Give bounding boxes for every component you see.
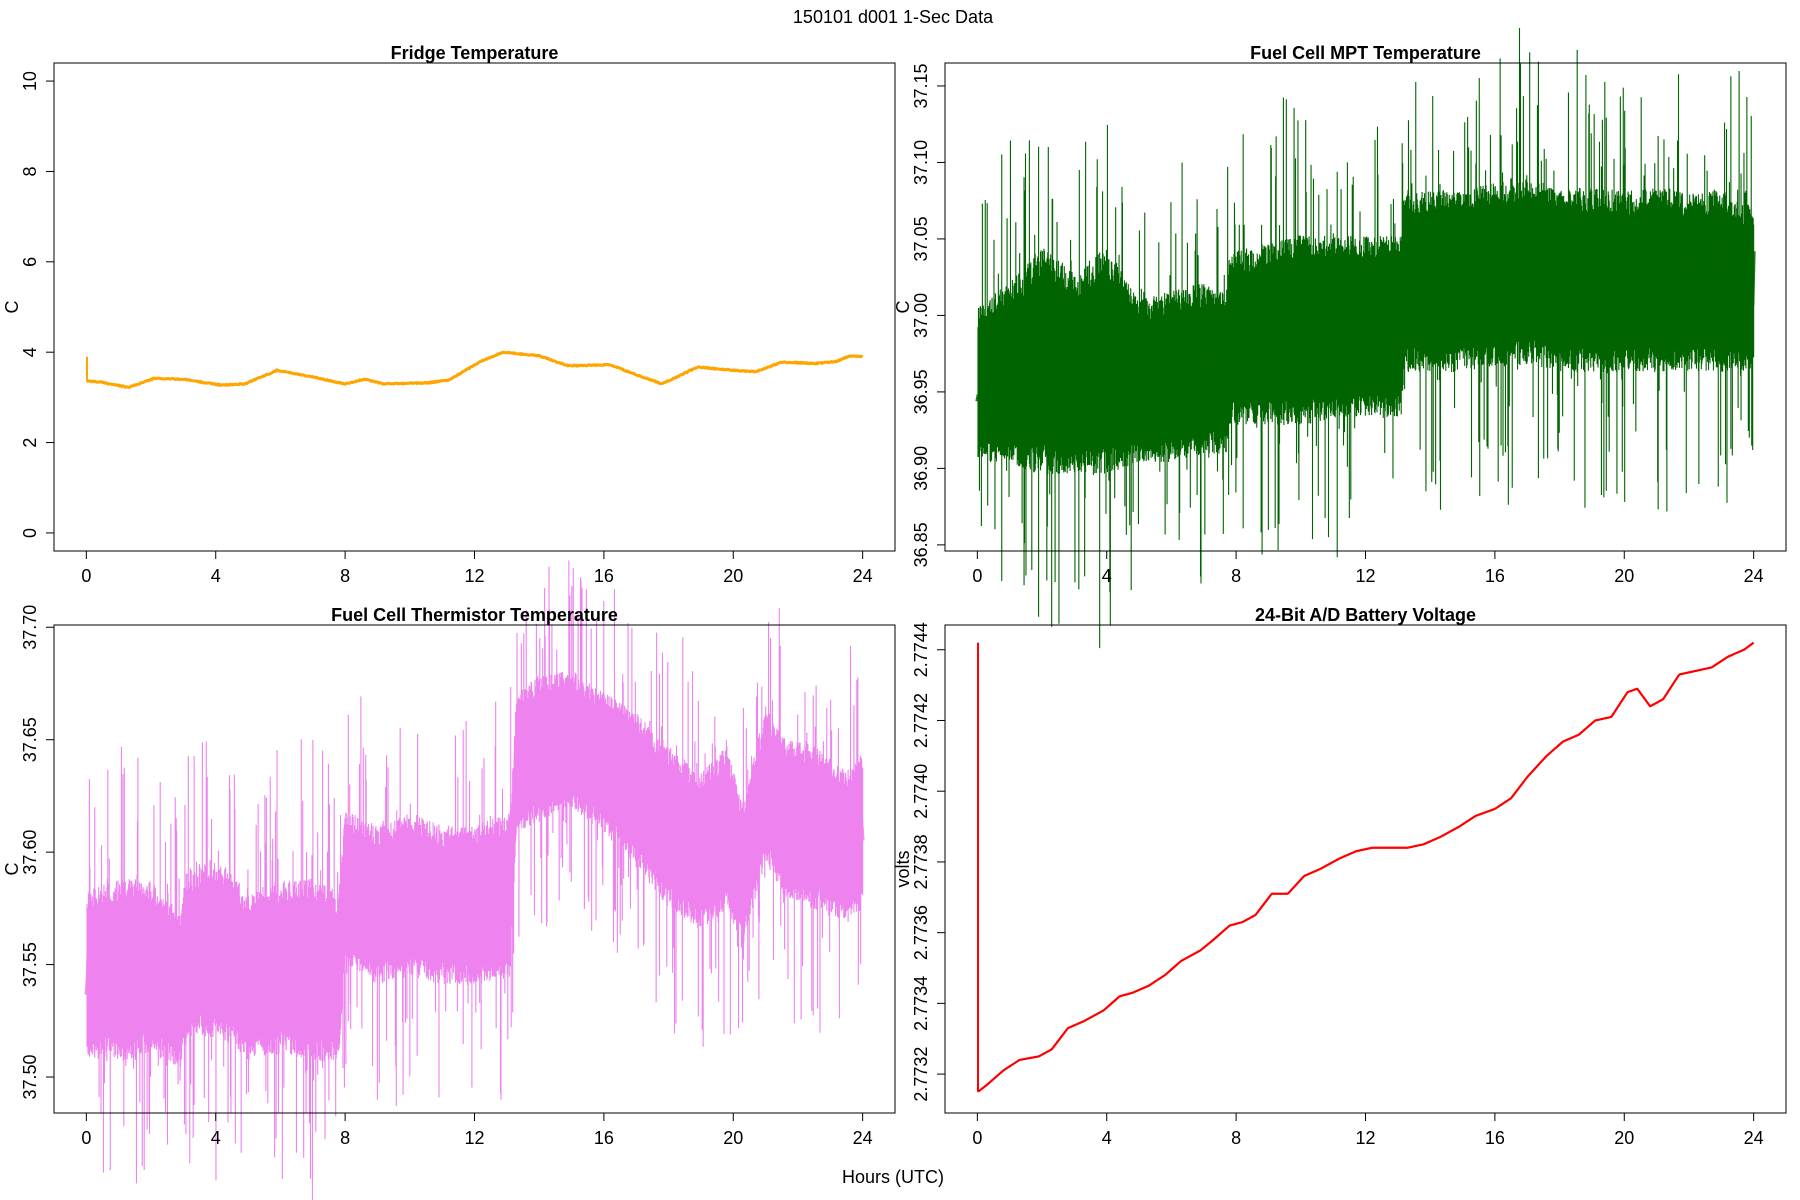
- y-axis-label: C: [893, 301, 913, 314]
- x-tick-label: 24: [1744, 566, 1764, 586]
- x-tick-label: 8: [340, 566, 350, 586]
- x-tick-label: 4: [1102, 1128, 1112, 1148]
- series-group: [85, 350, 864, 389]
- x-tick-label: 4: [1102, 566, 1112, 586]
- x-tick-label: 0: [972, 566, 982, 586]
- panel-title: Fridge Temperature: [391, 43, 559, 63]
- x-tick-label: 16: [594, 566, 614, 586]
- series-group: [975, 27, 1756, 649]
- series-group: [84, 560, 865, 1200]
- panel-title: 24-Bit A/D Battery Voltage: [1255, 605, 1476, 625]
- x-tick-label: 16: [1485, 566, 1505, 586]
- x-tick-label: 4: [211, 566, 221, 586]
- y-tick-label: 10: [20, 71, 40, 91]
- y-tick-label: 2.7734: [911, 976, 931, 1031]
- figure-x-axis-label: Hours (UTC): [842, 1167, 944, 1187]
- plot-frame: [53, 62, 896, 552]
- y-tick-label: 2.7732: [911, 1047, 931, 1102]
- chart-panel: 0 4 8 12 16 20 24 37.50 37.55 37.60 37.65 37.70 Fuel…: [2, 560, 896, 1200]
- x-tick-label: 24: [1744, 1128, 1764, 1148]
- x-tick-label: 0: [972, 1128, 982, 1148]
- x-tick-label: 24: [853, 566, 873, 586]
- y-tick-label: 2.7738: [911, 834, 931, 889]
- y-tick-label: 2.7742: [911, 693, 931, 748]
- series-line: [85, 350, 864, 389]
- chart-panel: 0 4 8 12 16 20 24 36.85 36.90 36.95 37.00 37.05 37.1…: [893, 27, 1787, 649]
- series-body: [975, 234, 1756, 419]
- y-tick-label: 36.85: [911, 522, 931, 567]
- y-tick-label: 37.60: [20, 830, 40, 875]
- y-axis-label: volts: [893, 850, 913, 887]
- y-tick-label: 37.55: [20, 942, 40, 987]
- x-tick-label: 12: [1355, 566, 1375, 586]
- x-axis: 0 4 8 12 16 20 24: [81, 1112, 873, 1148]
- x-tick-label: 0: [81, 1128, 91, 1148]
- x-tick-label: 12: [1355, 1128, 1375, 1148]
- y-tick-label: 37.65: [20, 717, 40, 762]
- y-tick-label: 6: [20, 257, 40, 267]
- x-tick-label: 20: [723, 1128, 743, 1148]
- y-tick-label: 37.00: [911, 293, 931, 338]
- y-tick-label: 8: [20, 166, 40, 176]
- y-tick-label: 2: [20, 438, 40, 448]
- x-tick-label: 20: [1614, 1128, 1634, 1148]
- x-axis: 0 4 8 12 16 20 24: [81, 550, 873, 586]
- y-axis-label: C: [2, 301, 22, 314]
- plot-frame: [944, 624, 1787, 1114]
- y-tick-label: 37.50: [20, 1054, 40, 1099]
- figure-title: 150101 d001 1-Sec Data: [793, 7, 994, 27]
- y-tick-label: 37.70: [20, 605, 40, 650]
- y-tick-label: 37.15: [911, 63, 931, 108]
- x-tick-label: 8: [340, 1128, 350, 1148]
- y-tick-label: 0: [20, 528, 40, 538]
- y-tick-label: 37.05: [911, 216, 931, 261]
- y-axis: 0 2 4 6 8 10: [20, 71, 55, 538]
- y-tick-label: 37.10: [911, 140, 931, 185]
- y-tick-label: 4: [20, 347, 40, 357]
- series-group: [976, 641, 1755, 1093]
- x-tick-label: 12: [464, 566, 484, 586]
- series-line: [977, 641, 1755, 1093]
- x-tick-label: 0: [81, 566, 91, 586]
- x-axis: 0 4 8 12 16 20 24: [972, 550, 1764, 586]
- y-tick-label: 36.95: [911, 369, 931, 414]
- y-tick-label: 2.7736: [911, 905, 931, 960]
- x-tick-label: 16: [594, 1128, 614, 1148]
- chart-panel: 0 4 8 12 16 20 24 2.7732 2.7734 2.7736 2.7738 2.774…: [893, 605, 1787, 1148]
- x-tick-label: 4: [211, 1128, 221, 1148]
- x-tick-label: 24: [853, 1128, 873, 1148]
- x-axis: 0 4 8 12 16 20 24: [972, 1112, 1764, 1148]
- series-body: [84, 711, 865, 1022]
- y-axis: 36.85 36.90 36.95 37.00 37.05 37.10 37.15: [911, 63, 946, 567]
- x-tick-label: 20: [723, 566, 743, 586]
- x-tick-label: 12: [464, 1128, 484, 1148]
- x-tick-label: 8: [1231, 1128, 1241, 1148]
- panel-title: Fuel Cell MPT Temperature: [1250, 43, 1481, 63]
- y-axis: 37.50 37.55 37.60 37.65 37.70: [20, 605, 55, 1100]
- x-tick-label: 8: [1231, 566, 1241, 586]
- y-tick-label: 2.7744: [911, 622, 931, 677]
- panel-title: Fuel Cell Thermistor Temperature: [331, 605, 618, 625]
- y-axis-label: C: [2, 863, 22, 876]
- y-tick-label: 36.90: [911, 446, 931, 491]
- x-tick-label: 20: [1614, 566, 1634, 586]
- y-tick-label: 2.7740: [911, 764, 931, 819]
- x-tick-label: 16: [1485, 1128, 1505, 1148]
- y-axis: 2.7732 2.7734 2.7736 2.7738 2.7740 2.7742 2.77…: [911, 622, 946, 1102]
